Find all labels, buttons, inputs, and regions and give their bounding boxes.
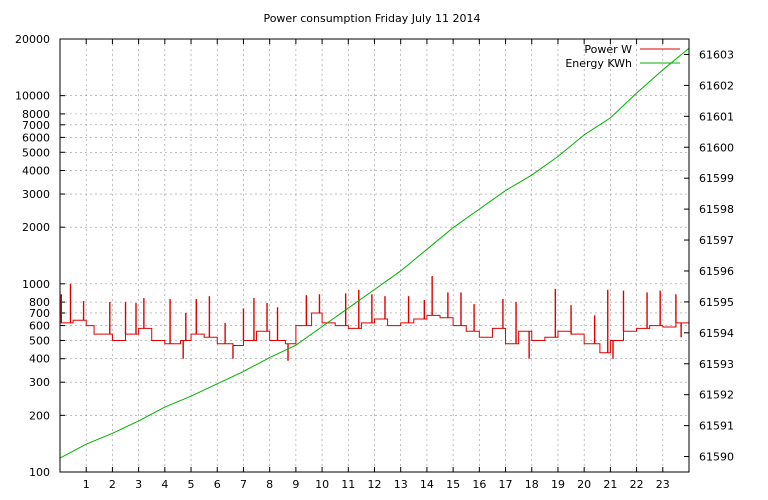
- left-tick-label: 6000: [22, 131, 50, 144]
- right-tick-label: 61596: [699, 265, 734, 278]
- left-tick-label: 7000: [22, 119, 50, 132]
- x-tick-label: 1: [83, 478, 90, 491]
- x-tick-label: 3: [135, 478, 142, 491]
- energy-line: [59, 47, 690, 459]
- x-tick-label: 18: [525, 478, 539, 491]
- series-power-w: [60, 276, 689, 361]
- x-tick-label: 12: [368, 478, 382, 491]
- left-tick-label: 300: [29, 376, 50, 389]
- x-tick-label: 13: [394, 478, 408, 491]
- x-tick-label: 7: [240, 478, 247, 491]
- right-tick-label: 61593: [699, 358, 734, 371]
- x-tick-label: 6: [214, 478, 221, 491]
- left-tick-label: 600: [29, 320, 50, 333]
- right-tick-label: 61597: [699, 234, 734, 247]
- right-tick-label: 61590: [699, 451, 734, 464]
- chart-title: Power consumption Friday July 11 2014: [263, 12, 480, 25]
- left-tick-label: 3000: [22, 188, 50, 201]
- legend-label-energy: Energy KWh: [565, 57, 632, 70]
- left-tick-label: 500: [29, 334, 50, 347]
- x-tick-label: 14: [420, 478, 434, 491]
- left-tick-label: 800: [29, 296, 50, 309]
- x-tick-label: 15: [446, 478, 460, 491]
- right-tick-label: 61603: [699, 48, 734, 61]
- right-tick-label: 61602: [699, 79, 734, 92]
- left-tick-label: 20000: [15, 33, 50, 46]
- x-tick-label: 5: [188, 478, 195, 491]
- legend-label-power: Power W: [584, 43, 632, 56]
- left-tick-label: 4000: [22, 165, 50, 178]
- x-tick-label: 22: [630, 478, 644, 491]
- left-tick-label: 400: [29, 353, 50, 366]
- right-tick-label: 61598: [699, 203, 734, 216]
- right-tick-label: 61594: [699, 327, 734, 340]
- x-tick-label: 20: [577, 478, 591, 491]
- right-tick-label: 61601: [699, 110, 734, 123]
- left-tick-label: 10000: [15, 90, 50, 103]
- x-tick-label: 2: [109, 478, 116, 491]
- x-tick-label: 19: [551, 478, 565, 491]
- power-step-line: [60, 312, 689, 354]
- left-tick-label: 700: [29, 307, 50, 320]
- right-tick-label: 61599: [699, 172, 734, 185]
- right-tick-label: 61591: [699, 420, 734, 433]
- right-tick-label: 61595: [699, 296, 734, 309]
- x-tick-label: 10: [315, 478, 329, 491]
- left-tick-label: 5000: [22, 146, 50, 159]
- left-tick-label: 2000: [22, 221, 50, 234]
- x-tick-label: 23: [656, 478, 670, 491]
- x-axis: 1 2 3 4 5 6 7 8 9 10 11 12 13 14 15 16 17 18 19 20 21 22 23: [83, 39, 670, 491]
- left-tick-label: 1000: [22, 278, 50, 291]
- x-tick-label: 21: [603, 478, 617, 491]
- x-tick-label: 11: [341, 478, 355, 491]
- grid-lines: [60, 39, 689, 472]
- left-tick-label: 200: [29, 409, 50, 422]
- x-tick-label: 9: [292, 478, 299, 491]
- left-tick-label: 8000: [22, 108, 50, 121]
- left-tick-label: 100: [29, 466, 50, 479]
- x-tick-label: 8: [266, 478, 273, 491]
- x-tick-label: 17: [499, 478, 513, 491]
- x-tick-label: 16: [472, 478, 486, 491]
- plot-frame: [59, 38, 690, 473]
- right-tick-label: 61600: [699, 141, 734, 154]
- x-tick-label: 4: [161, 478, 168, 491]
- legend: Power W Energy KWh: [565, 43, 680, 70]
- right-axis: 61590 61591 61592 61593 61594 61595 61596 61597…: [684, 48, 734, 464]
- right-tick-label: 61592: [699, 389, 734, 402]
- series-energy-kwh: [59, 47, 690, 459]
